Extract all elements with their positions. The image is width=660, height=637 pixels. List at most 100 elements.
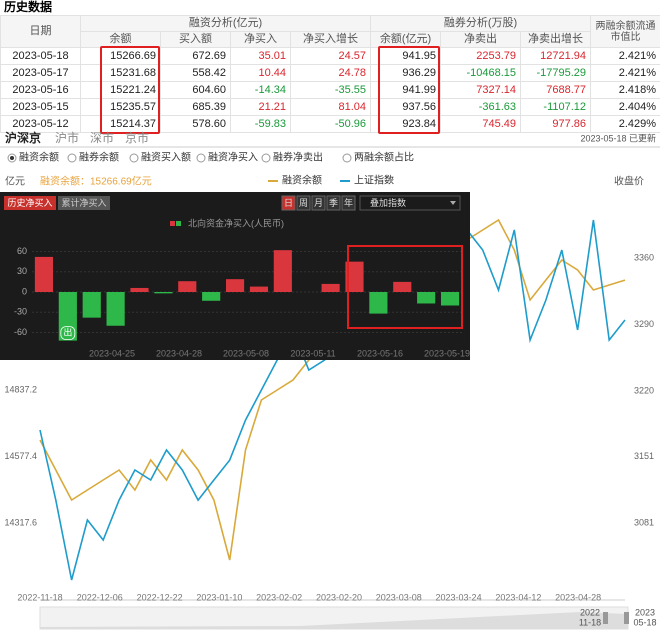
- market-tab[interactable]: 京市: [125, 130, 149, 145]
- table-cell: 2.404%: [590, 98, 660, 116]
- y-label: 亿元: [5, 175, 25, 188]
- radio[interactable]: [261, 153, 271, 163]
- y2-label: 收盘价: [614, 175, 644, 188]
- history-table: 日期 融资分析(亿元) 融券分析(万股) 两融余额流通市值比 余额 买入额 净买入 净买入增长…: [0, 15, 660, 133]
- table-cell: 21.21: [230, 98, 291, 116]
- table-cell: 81.04: [289, 98, 372, 116]
- navigator-handle[interactable]: [624, 612, 629, 624]
- table-cell: 672.69: [160, 47, 231, 65]
- period-button[interactable]: [326, 195, 341, 211]
- period-label[interactable]: 周: [299, 198, 308, 208]
- x-tick-label: 2023-04-28: [555, 592, 601, 602]
- market-tab[interactable]: 深市: [90, 130, 114, 145]
- overlay-select[interactable]: [359, 195, 461, 211]
- y2-tick-label: 3360: [634, 252, 654, 262]
- table-cell: 35.01: [230, 47, 291, 65]
- marker-badge: [60, 326, 76, 341]
- bar: [440, 292, 460, 306]
- period-label[interactable]: 年: [344, 197, 353, 208]
- dropdown-arrow: [388, 179, 394, 183]
- table-cell: 2.421%: [590, 64, 660, 82]
- option-label[interactable]: 两融余额占比: [354, 151, 414, 164]
- period-button[interactable]: [281, 195, 296, 211]
- table-cell: 977.86: [520, 115, 592, 133]
- bar: [130, 287, 149, 292]
- table-cell: -361.63: [440, 98, 522, 116]
- y2-tick-label: 3220: [634, 385, 654, 395]
- popup-y-tick: -60: [14, 327, 27, 337]
- table-cell: 2.429%: [590, 115, 660, 133]
- market-tab[interactable]: 沪市: [55, 130, 79, 145]
- popup-x-tick: 2023-05-08: [223, 348, 269, 358]
- bar: [178, 281, 197, 292]
- popup-y-tick: 30: [17, 266, 27, 276]
- period-label[interactable]: 日: [284, 198, 293, 208]
- navigator-label: 11-18: [579, 617, 601, 627]
- section-title: 历史数据: [4, 0, 53, 14]
- bar: [202, 292, 221, 301]
- table-cell: 24.57: [289, 47, 372, 65]
- radio[interactable]: [67, 153, 77, 163]
- x-tick-label: 2023-02-02: [256, 592, 302, 602]
- table-cell: 7327.14: [440, 81, 522, 99]
- x-tick-label: 2022-12-22: [137, 592, 183, 602]
- period-button[interactable]: [341, 195, 356, 211]
- period-button[interactable]: [311, 195, 326, 211]
- radio[interactable]: [196, 153, 206, 163]
- table-cell: 7688.77: [520, 81, 592, 99]
- popup-tab-label[interactable]: 历史净买入: [7, 197, 52, 208]
- highlight-box: [378, 46, 440, 134]
- popup-bg: [0, 192, 470, 360]
- header-row: 余额 买入额 净买入 净买入增长 余额(亿元) 净卖出 净卖出增长: [1, 31, 660, 48]
- highlight-box: [347, 245, 463, 329]
- popup-x-tick: 2023-05-11: [290, 348, 335, 358]
- table-cell: 12721.94: [520, 47, 592, 65]
- period-label[interactable]: 季: [329, 197, 338, 208]
- option-label[interactable]: 融资买入额: [141, 151, 191, 164]
- option-label[interactable]: 融券余额: [79, 151, 119, 164]
- bar: [82, 292, 101, 318]
- popup-x-tick: 2023-05-16: [357, 348, 403, 358]
- x-tick-label: 2023-03-08: [376, 592, 422, 602]
- navigator-shape: [40, 612, 628, 629]
- table-cell: 685.39: [160, 98, 231, 116]
- table-cell: 2253.79: [440, 47, 522, 65]
- navigator-handle[interactable]: [603, 612, 608, 624]
- legend-swatch: [170, 221, 175, 226]
- table-cell: 2023-05-17: [0, 64, 81, 82]
- option-label[interactable]: 融资余额: [19, 151, 59, 164]
- table-cell: 604.60: [160, 81, 231, 99]
- radio[interactable]: [129, 153, 139, 163]
- select-arrow: [450, 201, 456, 205]
- x-tick-label: 2023-04-12: [495, 592, 541, 602]
- option-label[interactable]: 融资净买入: [208, 151, 258, 164]
- period-label[interactable]: 月: [314, 198, 323, 208]
- y-tick-label: 14577.4: [4, 451, 37, 461]
- column-header: 余额: [80, 31, 161, 48]
- subtitle: 融资余额：15266.69亿元: [40, 175, 152, 188]
- x-tick-label: 2023-01-10: [196, 592, 242, 602]
- navigator-label: 2023: [635, 607, 655, 617]
- popup-tab-label[interactable]: 累计净买入: [61, 197, 106, 208]
- popup-tab[interactable]: [4, 196, 56, 210]
- bar: [393, 281, 412, 292]
- table-cell: -10468.15: [440, 64, 522, 82]
- market-tab[interactable]: 沪深京: [5, 130, 41, 145]
- bar: [225, 279, 245, 292]
- group-header: 融资分析(亿元): [79, 15, 372, 32]
- radio[interactable]: [342, 153, 352, 163]
- x-tick-label: 2022-12-06: [77, 592, 123, 602]
- x-tick-label: 2022-11-18: [17, 592, 62, 602]
- table-cell: 2.421%: [590, 47, 660, 65]
- navigator-label: 05-18: [633, 617, 656, 627]
- period-button[interactable]: [296, 195, 311, 211]
- option-label[interactable]: 融券净卖出: [273, 151, 323, 164]
- bar: [154, 292, 173, 294]
- north-flow-popup: 历史净买入 累计净买入 日周月季年 叠加指数北向资金净买入(人民币) 60 30 0 -30 -…: [0, 192, 470, 360]
- table-cell: -50.96: [289, 115, 372, 133]
- overlay-label: 叠加指数: [370, 197, 406, 208]
- bar: [321, 283, 340, 292]
- popup-tab[interactable]: [58, 196, 110, 210]
